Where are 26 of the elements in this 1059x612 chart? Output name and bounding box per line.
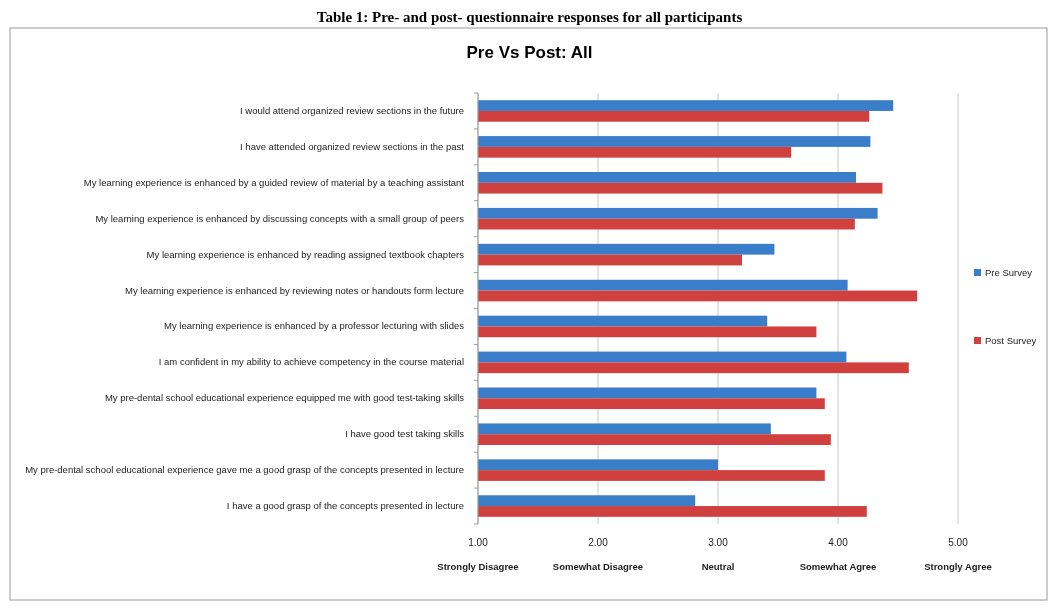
y-tick-label: I am confident in my ability to achieve competency in the course material	[158, 355, 464, 367]
y-tick-label: My learning experience is enhanced by reading assigned textbook chapters	[146, 248, 465, 260]
y-tick-label: I have attended organized review sections in the past	[240, 140, 465, 152]
caption: Table 1: Pre- and post- questionnaire responses for all participants	[316, 9, 743, 25]
y-tick-label: My learning experience is enhanced by reviewing notes or handouts form lecture	[124, 284, 464, 296]
x-tick-label: 3.00	[708, 537, 729, 548]
legend-label: Pre Survey	[985, 267, 1033, 278]
y-tick-label: My learning experience is enhanced by a guided review of material by a teaching assistant	[83, 176, 465, 188]
y-tick-label: My learning experience is enhanced by a professor lecturing with slides	[164, 319, 465, 331]
y-tick-label: I would attend organized review sections in the future	[240, 104, 464, 116]
x-tick-label: 5.00	[948, 537, 969, 548]
text: Strongly Agree	[924, 561, 992, 572]
x-tick-label: 2.00	[588, 537, 609, 548]
y-tick-label: My pre-dental school educational experience equipped me with good test-taking skills	[104, 391, 465, 403]
y-tick-label: My learning experience is enhanced by discussing concepts with a small group of peers	[95, 212, 465, 224]
y-tick-label: I have a good grasp of the concepts presented in lecture	[226, 499, 464, 511]
text: Somewhat Agree	[799, 561, 877, 572]
y-tick-label: My pre-dental school educational experience gave me a good grasp of the concepts presented in lecture	[25, 463, 464, 475]
legend-label: Post Survey	[985, 335, 1037, 346]
text: Somewhat Disagree	[552, 561, 644, 572]
x-tick-label: 1.00	[468, 537, 489, 548]
x-tick-label: 4.00	[828, 537, 849, 548]
text: Neutral	[701, 561, 735, 572]
text: Strongly Disagree	[437, 561, 519, 572]
y-tick-label: I have good test taking skills	[345, 427, 465, 439]
chart-title: Pre Vs Post: All	[466, 43, 593, 62]
